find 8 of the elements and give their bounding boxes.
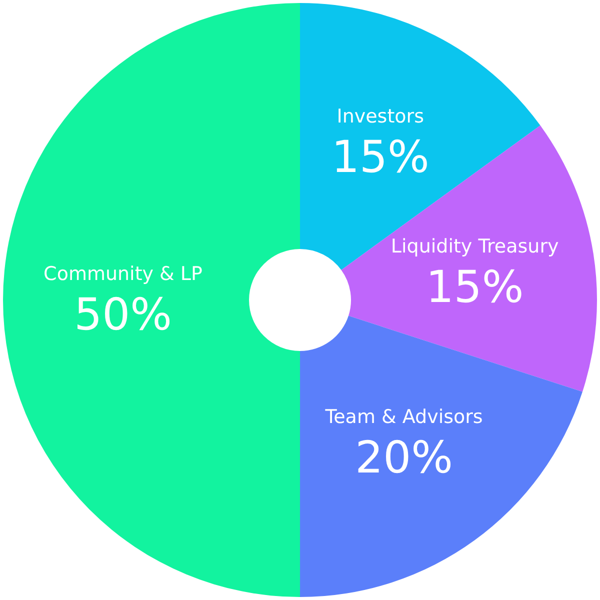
- slice-label: Community & LP: [44, 263, 202, 285]
- data-label: 15%: [426, 262, 524, 313]
- data-label: 50%: [74, 290, 172, 340]
- data-label: 20%: [355, 432, 453, 484]
- slice-label: Team & Advisors: [324, 406, 483, 428]
- data-label: 15%: [331, 132, 430, 183]
- slice-label: Liquidity Treasury: [390, 235, 559, 258]
- slice-label: Investors: [336, 105, 424, 128]
